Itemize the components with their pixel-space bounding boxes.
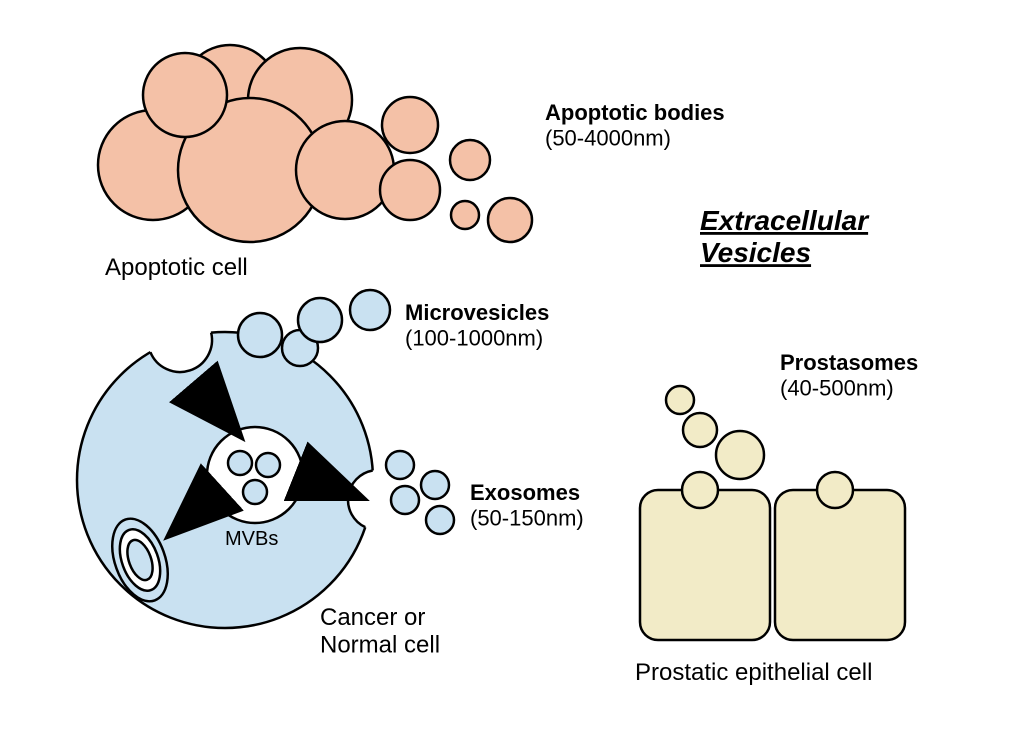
extracellular-vesicles-diagram: ExtracellularVesiclesApoptotic bodies(50… <box>0 0 1024 751</box>
apoptotic-body-fragment <box>382 97 438 153</box>
prostasomes-label: (40-500nm) <box>780 375 894 400</box>
apoptotic-cell-group <box>98 45 532 242</box>
exosomes-label: Exosomes <box>470 480 580 505</box>
prostatic-cell-label: Prostatic epithelial cell <box>635 659 872 686</box>
apoptotic-cell-label: Apoptotic cell <box>105 254 248 281</box>
apoptotic-body-fragment <box>488 198 532 242</box>
exosome <box>426 506 454 534</box>
microvesicle <box>298 298 342 342</box>
apoptotic-body-fragment <box>380 160 440 220</box>
diagram-title: Vesicles <box>700 237 811 268</box>
microvesicle <box>350 290 390 330</box>
exosome <box>421 471 449 499</box>
normal-cancer-cell <box>77 290 454 628</box>
apoptotic-bodies-label: Apoptotic bodies <box>545 100 725 125</box>
normal-cell-label: Cancer or <box>320 604 425 631</box>
mvbs-label: MVBs <box>225 528 278 550</box>
mvb-vesicle <box>256 453 280 477</box>
prostasome <box>716 431 764 479</box>
exosome <box>391 486 419 514</box>
mvb-outer <box>207 427 303 523</box>
microvesicles-label: Microvesicles <box>405 300 549 325</box>
prostasome <box>683 413 717 447</box>
prostasomes-label: Prostasomes <box>780 350 918 375</box>
exosome <box>386 451 414 479</box>
normal-cell-label: Normal cell <box>320 632 440 659</box>
prostatic-epithelial-cells <box>640 386 905 640</box>
prostasome <box>666 386 694 414</box>
apoptotic-body-fragment <box>451 201 479 229</box>
diagram-title: Extracellular <box>700 205 870 236</box>
apoptotic-bodies-label: (50-4000nm) <box>545 125 671 150</box>
microvesicles-label: (100-1000nm) <box>405 325 543 350</box>
mvb-vesicle <box>228 451 252 475</box>
mvb-vesicle <box>243 480 267 504</box>
apoptotic-body-fragment <box>450 140 490 180</box>
exosomes-label: (50-150nm) <box>470 505 584 530</box>
